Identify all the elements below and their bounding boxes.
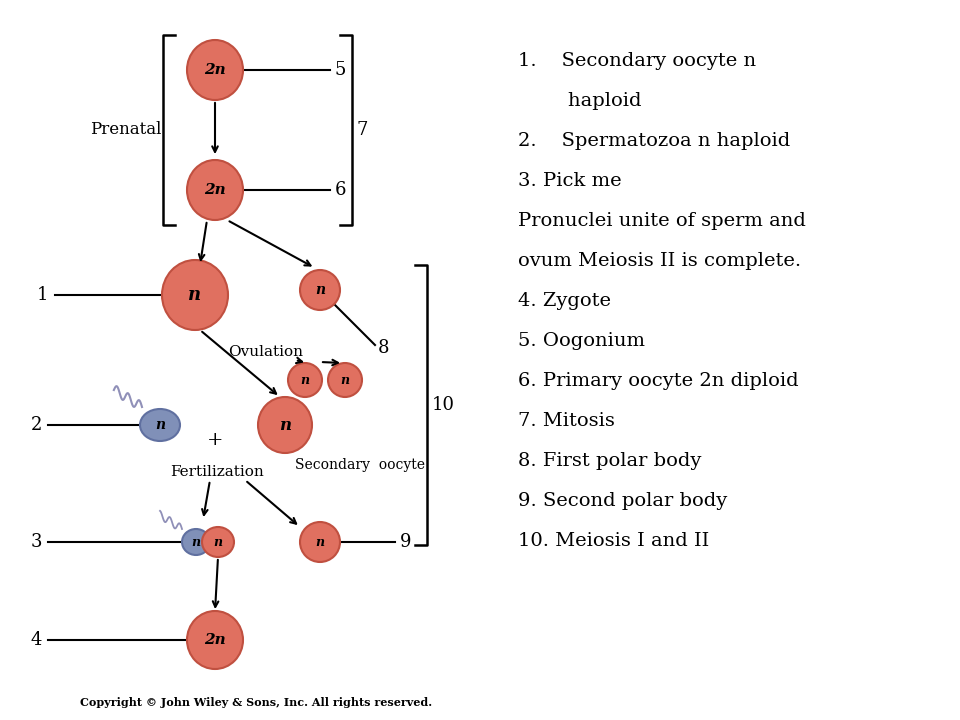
Text: 7: 7: [357, 121, 369, 139]
Text: 2n: 2n: [204, 63, 226, 77]
Text: 8: 8: [378, 339, 390, 357]
Text: 6. Primary oocyte 2n diploid: 6. Primary oocyte 2n diploid: [518, 372, 799, 390]
Ellipse shape: [288, 363, 322, 397]
Ellipse shape: [162, 260, 228, 330]
Text: Pronuclei unite of sperm and: Pronuclei unite of sperm and: [518, 212, 805, 230]
Text: n: n: [341, 374, 349, 387]
Text: 10. Meiosis I and II: 10. Meiosis I and II: [518, 532, 709, 550]
Text: 10: 10: [432, 396, 455, 414]
Text: n: n: [213, 536, 223, 549]
Text: 9: 9: [400, 533, 412, 551]
Ellipse shape: [182, 529, 210, 555]
Ellipse shape: [202, 527, 234, 557]
Text: n: n: [191, 536, 201, 549]
Ellipse shape: [300, 270, 340, 310]
Ellipse shape: [187, 160, 243, 220]
Text: 2: 2: [31, 416, 42, 434]
Text: +: +: [206, 431, 224, 449]
Text: n: n: [316, 536, 324, 549]
Text: n: n: [300, 374, 309, 387]
Text: 1: 1: [36, 286, 48, 304]
Text: Prenatal: Prenatal: [90, 122, 161, 138]
Text: 2.    Spermatozoa n haploid: 2. Spermatozoa n haploid: [518, 132, 790, 150]
Ellipse shape: [187, 40, 243, 100]
Text: 8. First polar body: 8. First polar body: [518, 452, 702, 470]
Text: n: n: [279, 416, 291, 433]
Text: n: n: [155, 418, 165, 432]
Ellipse shape: [258, 397, 312, 453]
Text: haploid: haploid: [518, 92, 641, 110]
Ellipse shape: [140, 409, 180, 441]
Ellipse shape: [328, 363, 362, 397]
Text: 1.    Secondary oocyte n: 1. Secondary oocyte n: [518, 52, 756, 70]
Text: 3: 3: [31, 533, 42, 551]
Text: 2n: 2n: [204, 183, 226, 197]
Text: Ovulation: Ovulation: [228, 345, 303, 359]
Text: Copyright © John Wiley & Sons, Inc. All rights reserved.: Copyright © John Wiley & Sons, Inc. All …: [80, 697, 432, 708]
Text: 9. Second polar body: 9. Second polar body: [518, 492, 728, 510]
Text: 5: 5: [335, 61, 347, 79]
Text: n: n: [315, 283, 325, 297]
Text: 2n: 2n: [204, 633, 226, 647]
Text: 4: 4: [31, 631, 42, 649]
Ellipse shape: [187, 611, 243, 669]
Text: 6: 6: [335, 181, 347, 199]
Text: n: n: [188, 286, 202, 304]
Text: 7. Mitosis: 7. Mitosis: [518, 412, 614, 430]
Text: ovum Meiosis II is complete.: ovum Meiosis II is complete.: [518, 252, 802, 270]
Ellipse shape: [300, 522, 340, 562]
Text: Secondary  oocyte: Secondary oocyte: [295, 458, 425, 472]
Text: 3. Pick me: 3. Pick me: [518, 172, 622, 190]
Text: 4. Zygote: 4. Zygote: [518, 292, 611, 310]
Text: Fertilization: Fertilization: [170, 465, 264, 479]
Text: 5. Oogonium: 5. Oogonium: [518, 332, 645, 350]
